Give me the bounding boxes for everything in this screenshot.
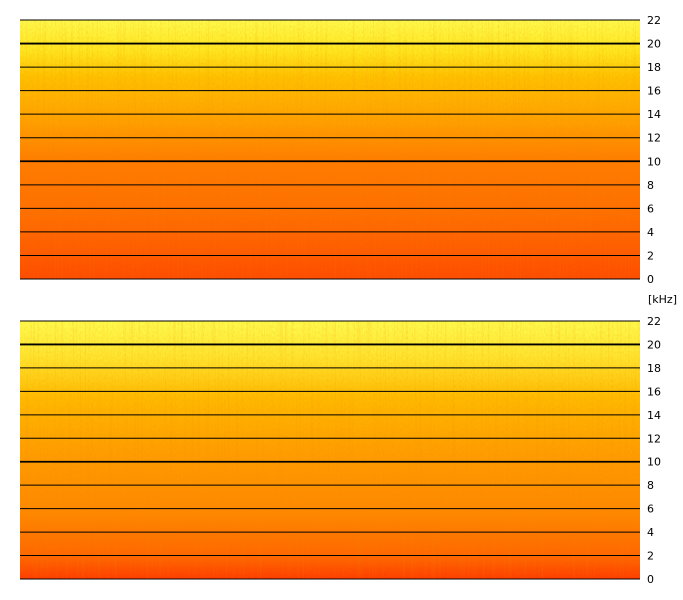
y-tick-label-12: 12 — [647, 432, 661, 445]
y-tick-label-16: 16 — [647, 385, 661, 398]
y-tick-label-0: 0 — [647, 573, 654, 586]
y-tick-label-18: 18 — [647, 61, 661, 74]
y-tick-label-10: 10 — [647, 456, 661, 469]
y-tick-label-6: 6 — [647, 202, 654, 215]
y-tick-label-14: 14 — [647, 409, 661, 422]
y-tick-label-20: 20 — [647, 338, 661, 351]
y-tick-label-0: 0 — [647, 273, 654, 286]
y-tick-label-8: 8 — [647, 479, 654, 492]
y-tick-label-18: 18 — [647, 362, 661, 375]
y-tick-label-20: 20 — [647, 38, 661, 51]
spectrogram-noise — [20, 321, 640, 579]
y-tick-label-2: 2 — [647, 550, 654, 563]
y-tick-label-6: 6 — [647, 503, 654, 516]
y-tick-label-16: 16 — [647, 85, 661, 98]
unit-label: [kHz] — [648, 293, 677, 306]
y-tick-label-10: 10 — [647, 155, 661, 168]
y-tick-label-2: 2 — [647, 249, 654, 262]
y-tick-label-14: 14 — [647, 108, 661, 121]
y-tick-label-4: 4 — [647, 226, 654, 239]
y-tick-label-12: 12 — [647, 132, 661, 145]
y-tick-label-4: 4 — [647, 526, 654, 539]
y-tick-label-22: 22 — [647, 315, 661, 328]
y-tick-label-22: 22 — [647, 14, 661, 27]
spectrogram-noise — [20, 20, 640, 279]
y-tick-label-8: 8 — [647, 179, 654, 192]
